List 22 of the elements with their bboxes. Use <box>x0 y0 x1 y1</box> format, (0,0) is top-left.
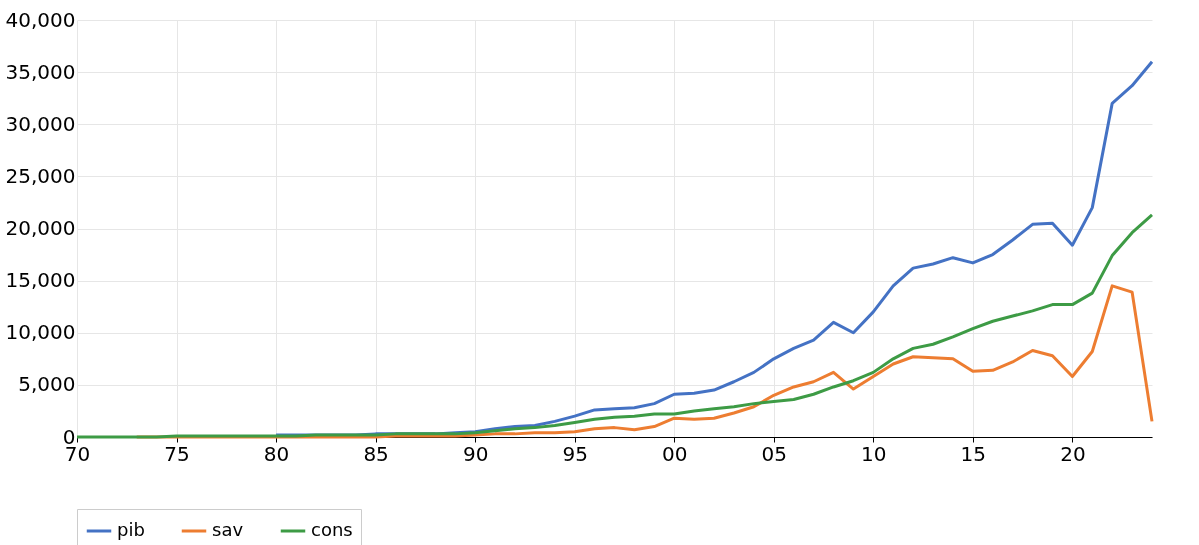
x-tick-label: 00 <box>662 441 688 466</box>
y-tick-label: 25,000 <box>5 163 76 188</box>
y-tick-label: 30,000 <box>5 111 76 136</box>
x-tick-label: 90 <box>462 441 489 466</box>
line-series <box>75 213 1154 439</box>
x-tick-label: 75 <box>164 441 190 466</box>
x-tick-label: 15 <box>960 441 987 466</box>
y-tick-label: 15,000 <box>5 268 76 293</box>
x-tick-label: 05 <box>761 441 787 466</box>
y-tick-label: 35,000 <box>5 59 76 84</box>
x-tick-label: 80 <box>263 441 290 466</box>
legend-label: sav <box>212 519 244 540</box>
legend-label: pib <box>117 519 145 540</box>
x-tick-label: 10 <box>861 441 887 466</box>
x-tick-label: 95 <box>562 441 588 466</box>
x-tick-label: 20 <box>1060 441 1086 466</box>
legend-label: cons <box>311 519 353 540</box>
y-tick-label: 10,000 <box>5 320 76 345</box>
x-tick-label: 85 <box>363 441 389 466</box>
y-tick-label: 5,000 <box>18 372 76 397</box>
y-tick-label: 40,000 <box>5 7 76 32</box>
y-tick-label: 20,000 <box>5 216 76 240</box>
